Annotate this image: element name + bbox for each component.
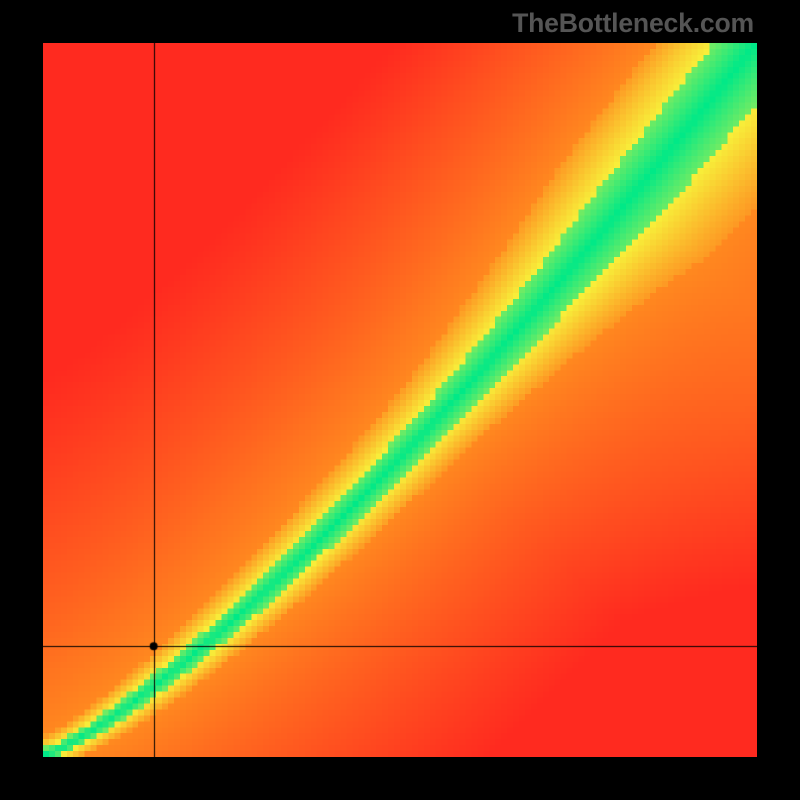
- crosshair-overlay: [43, 43, 757, 757]
- watermark-label: TheBottleneck.com: [512, 8, 754, 39]
- chart-container: TheBottleneck.com: [0, 0, 800, 800]
